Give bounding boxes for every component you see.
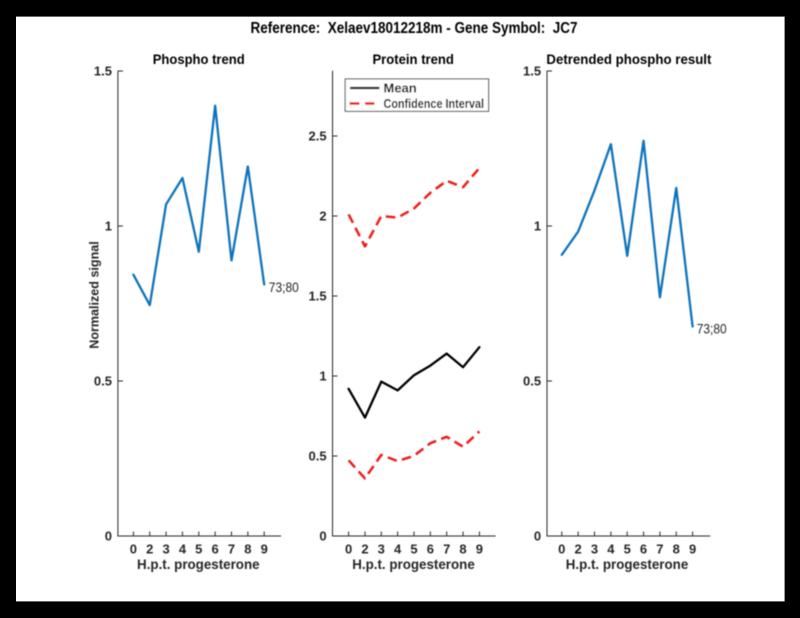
svg-text:Phospho trend: Phospho trend <box>153 51 245 67</box>
svg-text:Reference: Xelaev18012218m -: Reference: Xelaev18012218m - Gene Symbol… <box>251 20 578 37</box>
svg-text:2: 2 <box>319 209 326 224</box>
svg-text:8: 8 <box>673 542 680 557</box>
svg-text:Confidence Interval: Confidence Interval <box>384 96 485 111</box>
svg-text:6: 6 <box>427 542 434 557</box>
svg-text:8: 8 <box>459 542 466 557</box>
svg-text:3: 3 <box>378 542 385 557</box>
svg-text:4: 4 <box>179 542 187 557</box>
svg-text:0: 0 <box>319 529 326 544</box>
svg-text:3: 3 <box>591 542 598 557</box>
svg-text:0: 0 <box>558 542 565 557</box>
svg-text:2: 2 <box>575 542 582 557</box>
svg-text:7: 7 <box>443 542 450 557</box>
svg-text:H.p.t. progesterone: H.p.t. progesterone <box>352 557 475 572</box>
svg-text:H.p.t. progesterone: H.p.t. progesterone <box>137 557 260 572</box>
svg-text:1.5: 1.5 <box>523 64 541 79</box>
svg-text:0: 0 <box>534 529 541 544</box>
svg-text:5: 5 <box>410 542 417 557</box>
svg-text:73;80: 73;80 <box>269 279 299 295</box>
svg-text:0: 0 <box>130 542 137 557</box>
svg-text:6: 6 <box>212 542 219 557</box>
svg-text:1: 1 <box>105 219 112 234</box>
svg-text:0.5: 0.5 <box>94 374 112 389</box>
svg-text:7: 7 <box>228 542 235 557</box>
svg-text:0: 0 <box>105 529 112 544</box>
svg-text:0: 0 <box>345 542 352 557</box>
svg-text:2: 2 <box>361 542 368 557</box>
svg-text:9: 9 <box>476 542 483 557</box>
svg-text:5: 5 <box>195 542 202 557</box>
svg-text:2: 2 <box>146 542 153 557</box>
svg-text:5: 5 <box>624 542 631 557</box>
svg-text:Normalized signal: Normalized signal <box>87 241 102 349</box>
svg-text:6: 6 <box>640 542 647 557</box>
svg-text:73;80: 73;80 <box>697 321 727 337</box>
svg-text:9: 9 <box>689 542 696 557</box>
svg-text:Mean: Mean <box>384 81 417 96</box>
svg-text:4: 4 <box>394 542 402 557</box>
svg-text:0.5: 0.5 <box>523 374 541 389</box>
svg-text:7: 7 <box>656 542 663 557</box>
svg-text:2.5: 2.5 <box>309 129 327 144</box>
svg-text:1.5: 1.5 <box>309 289 327 304</box>
svg-text:Detrended phospho result: Detrended phospho result <box>546 51 711 67</box>
svg-text:Protein trend: Protein trend <box>372 51 454 67</box>
svg-text:1: 1 <box>534 219 541 234</box>
svg-text:1.5: 1.5 <box>94 64 112 79</box>
svg-text:H.p.t. progesterone: H.p.t. progesterone <box>566 557 689 572</box>
svg-text:8: 8 <box>244 542 251 557</box>
svg-text:4: 4 <box>607 542 615 557</box>
svg-text:3: 3 <box>162 542 169 557</box>
svg-text:0.5: 0.5 <box>309 449 327 464</box>
svg-text:9: 9 <box>261 542 268 557</box>
svg-text:1: 1 <box>319 369 326 384</box>
